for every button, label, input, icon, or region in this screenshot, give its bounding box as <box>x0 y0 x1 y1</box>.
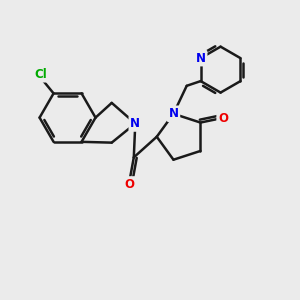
Text: N: N <box>130 117 140 130</box>
Text: O: O <box>218 112 228 124</box>
Text: N: N <box>196 52 206 64</box>
Text: N: N <box>169 107 178 120</box>
Text: Cl: Cl <box>34 68 47 81</box>
Text: O: O <box>124 178 134 191</box>
